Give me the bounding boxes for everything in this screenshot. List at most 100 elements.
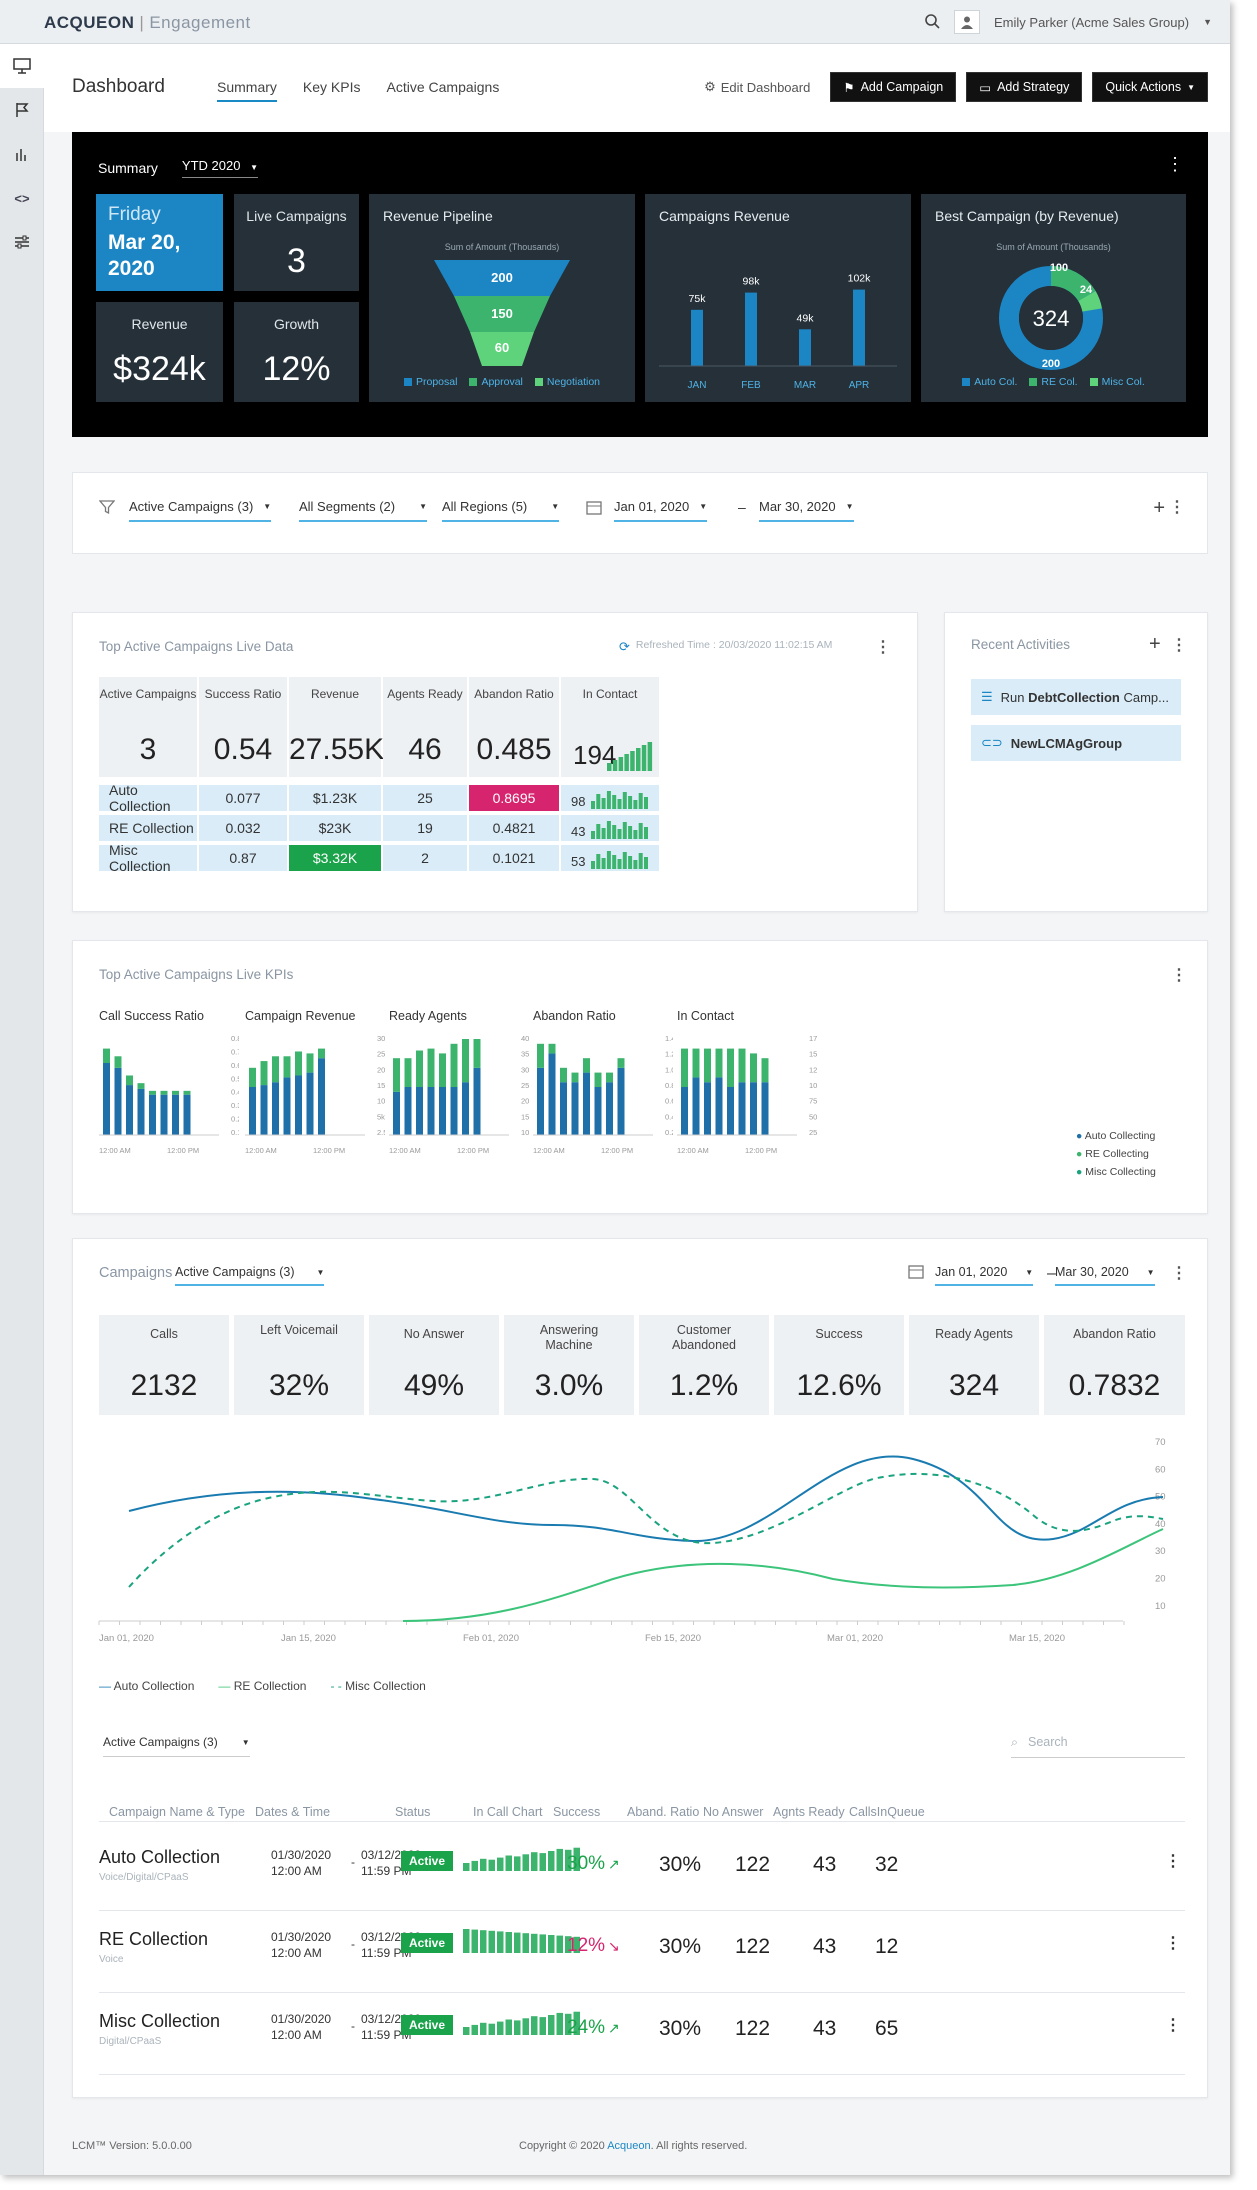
kpi-bar xyxy=(318,1058,325,1135)
table-column-header[interactable]: Dates & Time xyxy=(255,1805,331,1819)
revenue-bar-category: MAR xyxy=(794,380,816,391)
calendar-icon[interactable] xyxy=(586,499,602,520)
table-column-header[interactable]: Status xyxy=(395,1805,431,1819)
segments-filter[interactable]: All Segments (2) ▼ xyxy=(299,499,428,522)
kpi-bar xyxy=(172,1094,179,1135)
kebab-menu-icon[interactable]: ⋮ xyxy=(1166,154,1184,174)
row-kebab-icon[interactable]: ⋮ xyxy=(1165,1935,1181,1952)
in-contact-sparkbar xyxy=(591,821,649,839)
gear-icon: ⚙ xyxy=(704,79,716,94)
campaign-metric-tile[interactable]: Success 12.6% xyxy=(774,1315,904,1415)
table-row[interactable]: Auto Collection Voice/Digital/CPaaS 01/30/… xyxy=(99,1829,1185,1911)
live-campaigns-tile: Live Campaigns 3 xyxy=(234,194,359,291)
date-to-field[interactable]: Mar 30, 2020 ▼ xyxy=(759,499,854,522)
campaign-name: Auto Collection xyxy=(99,1847,221,1867)
tab-active-campaigns[interactable]: Active Campaigns xyxy=(386,79,500,95)
chevron-down-icon[interactable]: ▼ xyxy=(1203,17,1212,27)
monitor-icon[interactable] xyxy=(0,44,44,88)
campaigns-filter[interactable]: Active Campaigns (3) ▼ xyxy=(129,499,272,522)
search-input[interactable]: ⌕ Search xyxy=(1011,1735,1185,1758)
kpi-bar-segment xyxy=(416,1050,423,1087)
add-icon[interactable]: + xyxy=(1153,497,1165,519)
avatar[interactable] xyxy=(954,10,981,34)
in-contact-sparkbar xyxy=(591,791,649,809)
add-strategy-button[interactable]: ▭ Add Strategy xyxy=(966,72,1083,102)
add-campaign-button[interactable]: ⚑ Add Campaign xyxy=(830,72,957,102)
table-column-header[interactable]: No Answer xyxy=(703,1805,764,1819)
kpi-bar-segment xyxy=(427,1048,435,1087)
add-icon[interactable]: + xyxy=(1149,633,1161,655)
revenue-bar-category: APR xyxy=(849,380,870,391)
campaign-type: Voice/Digital/CPaaS xyxy=(99,1872,189,1883)
y-tick-label: 10 xyxy=(1155,1601,1166,1612)
kpi-tick: 1.2 xyxy=(665,1050,673,1059)
tab-key-kpis[interactable]: Key KPIs xyxy=(302,79,361,95)
kebab-menu-icon[interactable]: ⋮ xyxy=(1171,967,1187,984)
search-icon[interactable] xyxy=(924,13,940,32)
table-column-header[interactable]: Aband. Ratio xyxy=(627,1805,700,1819)
kpi-bar xyxy=(272,1082,279,1135)
no-answer-value: 122 xyxy=(735,1935,771,1958)
app-frame: ACQUEON | Engagement Emily Parker (Acme Sa… xyxy=(0,0,1230,2175)
campaign-metric-tile[interactable]: Left Voicemail 32% xyxy=(234,1315,364,1415)
kebab-menu-icon[interactable]: ⋮ xyxy=(875,639,891,656)
kpi-bar xyxy=(393,1091,400,1135)
kpi-bar-chart: 1.4 1.2 1.0 0.8 0.6 0.4 0.2 12:00 AM 12:00 PM xyxy=(533,1034,673,1155)
campaigns-select[interactable]: Active Campaigns (3) ▼ xyxy=(175,1265,325,1286)
campaign-metric-tile[interactable]: Answering Machine 3.0% xyxy=(504,1315,634,1415)
bar-chart-icon[interactable] xyxy=(0,132,44,176)
tab-summary[interactable]: Summary xyxy=(217,79,277,102)
kpi-tick: 0.6 xyxy=(231,1061,239,1070)
table-column-header[interactable]: In Call Chart xyxy=(473,1805,543,1819)
kpi-bar xyxy=(126,1085,133,1135)
quick-actions-button[interactable]: Quick Actions ▼ xyxy=(1092,72,1208,102)
live-data-cell: 0.87 xyxy=(199,845,287,871)
kpi-bar xyxy=(571,1082,579,1135)
sliders-icon[interactable] xyxy=(0,220,44,264)
kpi-bar-segment xyxy=(462,1039,469,1083)
kpi-tick: 2.5k xyxy=(377,1128,385,1137)
table-column-header[interactable]: CallsInQueue xyxy=(849,1805,925,1819)
acqueon-link[interactable]: Acqueon xyxy=(607,2140,651,2152)
refresh-status[interactable]: ⟳ Refreshed Time : 20/03/2020 11:02:15 AM xyxy=(619,639,833,654)
live-data-cell: $1.23K xyxy=(289,785,381,811)
kpi-tick: 0.4 xyxy=(231,1088,239,1097)
kpi-bar-chart: 0.8 0.7 0.6 0.5 0.4 0.3 0.2 0.1 12:00 AM 12:00 PM xyxy=(99,1034,239,1155)
code-icon[interactable]: <> xyxy=(14,190,30,206)
revenue-bar xyxy=(745,292,757,366)
date-from-field[interactable]: Jan 01, 2020 ▼ xyxy=(614,499,708,522)
recent-activity-item[interactable]: ☰ Run DebtCollection Camp... xyxy=(971,679,1181,715)
success-value: 12% ↘ xyxy=(567,1935,620,1956)
campaigns-date-from[interactable]: Jan 01, 2020 ▼ xyxy=(935,1265,1034,1286)
table-column-header[interactable]: Success xyxy=(553,1805,601,1819)
calendar-icon[interactable] xyxy=(908,1263,924,1284)
campaign-metric-tile[interactable]: No Answer 49% xyxy=(369,1315,499,1415)
campaign-metric-tile[interactable]: Ready Agents 324 xyxy=(909,1315,1039,1415)
edit-dashboard-button[interactable]: ⚙ Edit Dashboard xyxy=(704,79,811,95)
campaign-name: RE Collection xyxy=(99,1929,209,1949)
period-select[interactable]: YTD 2020 ▼ xyxy=(181,158,258,178)
kpi-bar-segment xyxy=(439,1053,446,1087)
campaigns-date-to[interactable]: Mar 30, 2020 ▼ xyxy=(1055,1265,1155,1286)
campaign-metric-tile[interactable]: Abandon Ratio 0.7832 xyxy=(1044,1315,1185,1415)
table-campaigns-select[interactable]: Active Campaigns (3) ▼ xyxy=(103,1735,250,1757)
row-kebab-icon[interactable]: ⋮ xyxy=(1165,1853,1181,1870)
live-metric-total: 46 xyxy=(408,733,442,766)
live-metric-total: 0.54 xyxy=(213,733,273,766)
table-row[interactable]: RE Collection Voice 01/30/2020 12:00 AM -03/… xyxy=(99,1911,1185,1993)
kebab-menu-icon[interactable]: ⋮ xyxy=(1171,1265,1187,1282)
kebab-menu-icon[interactable]: ⋮ xyxy=(1171,637,1187,654)
regions-filter[interactable]: All Regions (5) ▼ xyxy=(442,499,560,522)
user-name[interactable]: Emily Parker (Acme Sales Group) xyxy=(994,14,1190,30)
recent-activity-item[interactable]: ⊂⊃ NewLCMAgGroup xyxy=(971,725,1181,761)
kpi-bar xyxy=(594,1087,602,1135)
flag-icon[interactable] xyxy=(0,88,44,132)
campaign-metric-tile[interactable]: Customer Abandoned 1.2% xyxy=(639,1315,769,1415)
kpi-bar xyxy=(537,1067,544,1135)
campaign-metric-tile[interactable]: Calls 2132 xyxy=(99,1315,229,1415)
table-row[interactable]: Misc Collection Digital/CPaaS 01/30/2020 12… xyxy=(99,1993,1185,2075)
table-column-header[interactable]: Campaign Name & Type xyxy=(109,1805,245,1819)
kebab-menu-icon[interactable]: ⋮ xyxy=(1169,499,1185,516)
table-column-header[interactable]: Agnts Ready xyxy=(773,1805,845,1819)
row-kebab-icon[interactable]: ⋮ xyxy=(1165,2017,1181,2034)
